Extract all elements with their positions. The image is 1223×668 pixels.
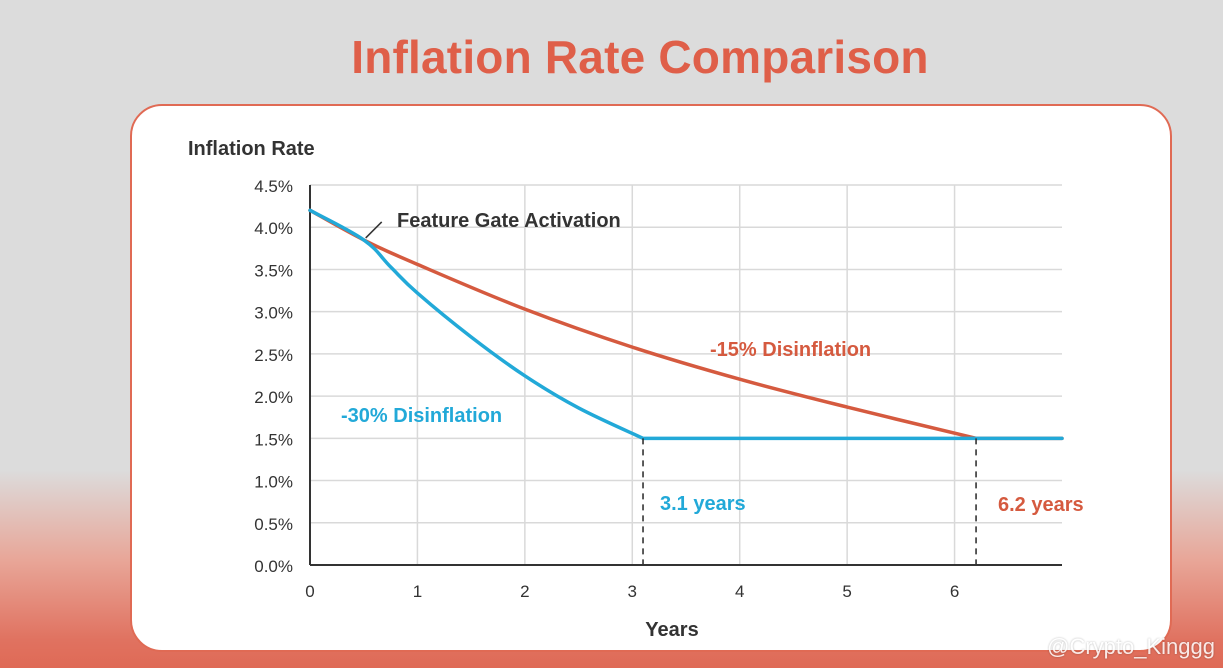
y-tick-label: 3.0% (254, 304, 293, 323)
annotation-feature-gate: Feature Gate Activation (397, 210, 621, 232)
x-tick-label: 6 (950, 582, 959, 601)
inflation-chart: 0.0% 0.5% 1.0% 1.5% 2.0% 2.5% 3.0% 3.5% 4.0% 4.5%… (188, 138, 1084, 641)
annotation-3-1-years: 3.1 years (660, 493, 746, 515)
x-tick-label: 4 (735, 582, 744, 601)
x-tick-label: 2 (520, 582, 529, 601)
x-tick-label: 0 (305, 582, 314, 601)
annotation-6-2-years: 6.2 years (998, 494, 1084, 516)
series-line-15-disinflation (308, 208, 1064, 441)
y-tick-label: 4.5% (254, 177, 293, 196)
x-tick-label: 3 (628, 582, 637, 601)
feature-gate-leader (365, 221, 383, 239)
x-axis-title: Years (645, 619, 698, 641)
x-tick-label: 1 (413, 582, 422, 601)
y-tick-label: 2.0% (254, 388, 293, 407)
guide-layer (365, 221, 977, 565)
grid-layer (310, 184, 1062, 565)
y-tick-label: 1.5% (254, 430, 293, 449)
series-line-30-disinflation (308, 208, 1064, 441)
chart-card: 0.0% 0.5% 1.0% 1.5% 2.0% 2.5% 3.0% 3.5% 4.0% 4.5%… (130, 104, 1172, 652)
y-tick-label: 2.5% (254, 346, 293, 365)
y-tick-label: 0.0% (254, 557, 293, 576)
y-tick-label: 1.0% (254, 473, 293, 492)
page-title: Inflation Rate Comparison (351, 31, 929, 83)
y-axis-title: Inflation Rate (188, 138, 315, 160)
x-tick-label: 5 (842, 582, 851, 601)
annotation-30-disinflation: -30% Disinflation (341, 405, 502, 427)
y-tick-label: 3.5% (254, 261, 293, 280)
series-layer (308, 208, 1064, 441)
axis-layer: 0.0% 0.5% 1.0% 1.5% 2.0% 2.5% 3.0% 3.5% 4.0% 4.5%… (254, 177, 1062, 601)
y-tick-label: 4.0% (254, 219, 293, 238)
watermark: @Crypto_Kinggg (1047, 634, 1215, 659)
y-tick-label: 0.5% (254, 515, 293, 534)
annotation-15-disinflation: -15% Disinflation (710, 339, 871, 361)
